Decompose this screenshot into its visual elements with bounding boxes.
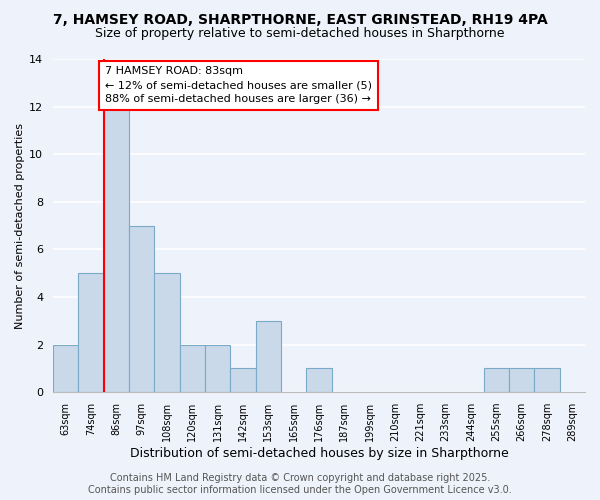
- Bar: [129, 226, 154, 392]
- Text: Contains HM Land Registry data © Crown copyright and database right 2025.
Contai: Contains HM Land Registry data © Crown c…: [88, 474, 512, 495]
- Bar: [230, 368, 256, 392]
- Bar: [53, 344, 79, 392]
- Bar: [256, 321, 281, 392]
- Bar: [79, 273, 104, 392]
- Bar: [535, 368, 560, 392]
- Y-axis label: Number of semi-detached properties: Number of semi-detached properties: [15, 122, 25, 328]
- Bar: [104, 106, 129, 392]
- Bar: [154, 273, 179, 392]
- Bar: [509, 368, 535, 392]
- Text: 7, HAMSEY ROAD, SHARPTHORNE, EAST GRINSTEAD, RH19 4PA: 7, HAMSEY ROAD, SHARPTHORNE, EAST GRINST…: [53, 12, 547, 26]
- Bar: [205, 344, 230, 392]
- Bar: [484, 368, 509, 392]
- X-axis label: Distribution of semi-detached houses by size in Sharpthorne: Distribution of semi-detached houses by …: [130, 447, 508, 460]
- Text: 7 HAMSEY ROAD: 83sqm
← 12% of semi-detached houses are smaller (5)
88% of semi-d: 7 HAMSEY ROAD: 83sqm ← 12% of semi-detac…: [105, 66, 372, 104]
- Text: Size of property relative to semi-detached houses in Sharpthorne: Size of property relative to semi-detach…: [95, 28, 505, 40]
- Bar: [179, 344, 205, 392]
- Bar: [307, 368, 332, 392]
